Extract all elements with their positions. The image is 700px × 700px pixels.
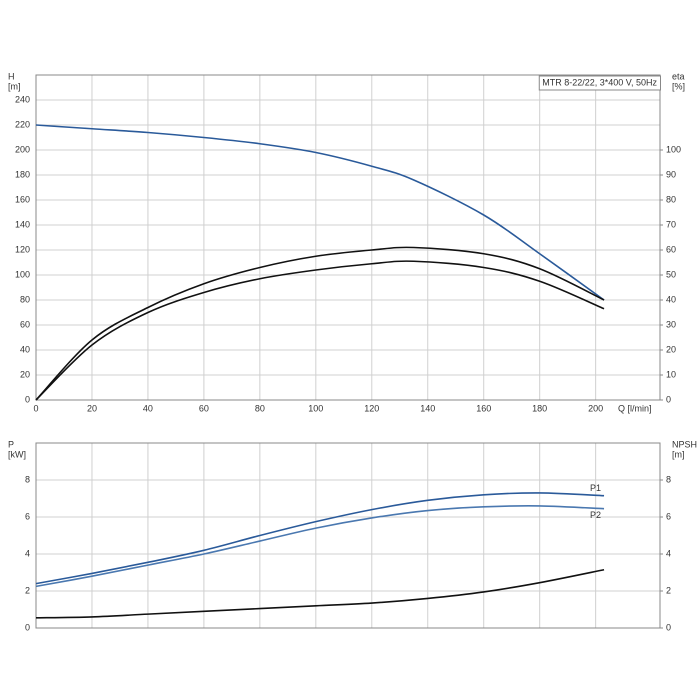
y2-tick-label: 10	[666, 369, 676, 379]
y2-tick-label: 6	[666, 511, 671, 521]
x-tick-label: 100	[308, 403, 323, 413]
series-line	[35, 260, 605, 401]
series-label: P1	[590, 483, 601, 493]
series-line	[35, 505, 605, 588]
y-tick-label: 0	[25, 622, 30, 632]
x-tick-label: 120	[364, 403, 379, 413]
y2-tick-label: 30	[666, 319, 676, 329]
y2-axis-label: eta	[672, 71, 685, 81]
y2-tick-label: 80	[666, 194, 676, 204]
title-box	[538, 75, 661, 91]
y2-tick-label: 50	[666, 269, 676, 279]
y2-tick-label: 20	[666, 344, 676, 354]
plot-frame	[35, 442, 661, 629]
y2-tick-label: 8	[666, 474, 671, 484]
y2-tick-label: 60	[666, 244, 676, 254]
y-tick-label: 60	[20, 319, 30, 329]
x-tick-label: 40	[143, 403, 153, 413]
series-line	[35, 246, 605, 401]
y2-tick-label: 0	[666, 622, 671, 632]
series-line	[35, 124, 605, 301]
y-tick-label: 100	[15, 269, 30, 279]
y-tick-label: 140	[15, 219, 30, 229]
plot-frame	[35, 74, 661, 401]
y2-tick-label: 4	[666, 548, 671, 558]
y-tick-label: 160	[15, 194, 30, 204]
x-axis-label: Q [l/min]	[618, 403, 652, 413]
x-tick-label: 160	[476, 403, 491, 413]
y2-tick-label: 90	[666, 169, 676, 179]
x-tick-label: 200	[588, 403, 603, 413]
y-tick-label: 80	[20, 294, 30, 304]
y-tick-label: 120	[15, 244, 30, 254]
y-axis-unit: [m]	[8, 81, 21, 91]
series-label: P2	[590, 510, 601, 520]
y-tick-label: 220	[15, 119, 30, 129]
chart-title: MTR 8-22/22, 3*400 V, 50Hz	[542, 77, 657, 87]
x-tick-label: 140	[420, 403, 435, 413]
y-tick-label: 40	[20, 344, 30, 354]
x-tick-label: 20	[87, 403, 97, 413]
y-tick-label: 20	[20, 369, 30, 379]
y-tick-label: 2	[25, 585, 30, 595]
y2-axis-label: NPSH	[672, 439, 697, 449]
y-axis-label: P	[8, 439, 14, 449]
x-tick-label: 0	[33, 403, 38, 413]
y-tick-label: 200	[15, 144, 30, 154]
y-axis-label: H	[8, 71, 15, 81]
y2-tick-label: 70	[666, 219, 676, 229]
y2-tick-label: 0	[666, 394, 671, 404]
series-line	[35, 492, 605, 585]
y-axis-unit: [kW]	[8, 449, 26, 459]
x-tick-label: 60	[199, 403, 209, 413]
x-tick-label: 80	[255, 403, 265, 413]
y2-tick-label: 2	[666, 585, 671, 595]
y-tick-label: 6	[25, 511, 30, 521]
y2-tick-label: 100	[666, 144, 681, 154]
y-tick-label: 8	[25, 474, 30, 484]
y-tick-label: 240	[15, 94, 30, 104]
series-line	[35, 568, 605, 619]
y2-axis-unit: [m]	[672, 449, 685, 459]
y-tick-label: 180	[15, 169, 30, 179]
y-tick-label: 4	[25, 548, 30, 558]
y-tick-label: 0	[25, 394, 30, 404]
x-tick-label: 180	[532, 403, 547, 413]
y2-tick-label: 40	[666, 294, 676, 304]
y2-axis-unit: [%]	[672, 81, 685, 91]
